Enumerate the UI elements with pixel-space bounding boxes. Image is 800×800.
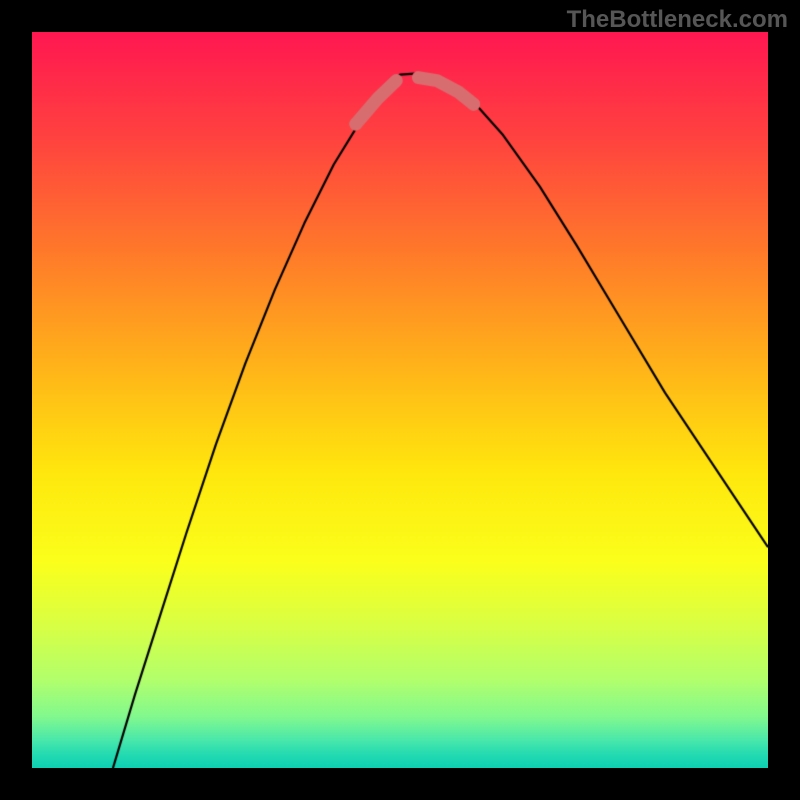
watermark-text: TheBottleneck.com <box>567 6 788 34</box>
bottleneck-curve-chart <box>32 32 768 768</box>
